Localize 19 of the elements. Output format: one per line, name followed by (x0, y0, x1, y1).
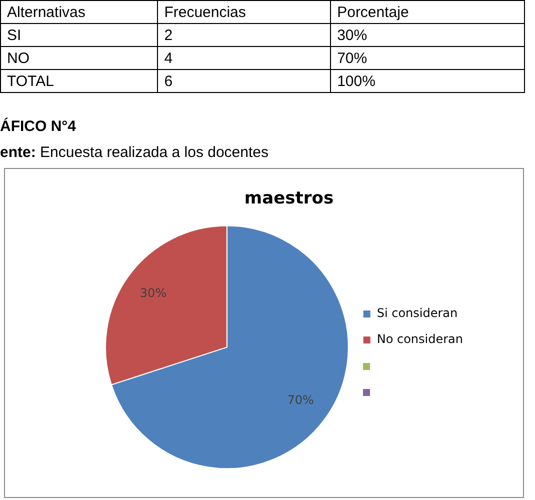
data-label: 70% (287, 392, 314, 407)
text: 6 (158, 70, 331, 92)
text: Porcentaje (330, 0, 524, 24)
data-label: 30% (140, 286, 167, 300)
legend-label: No consideran (376, 332, 463, 346)
text: 30% (330, 24, 524, 46)
legend-label: Si consideran (376, 306, 458, 320)
text: 100% (330, 70, 524, 92)
text: 4 (158, 46, 331, 70)
text: Alternativas (0, 0, 158, 24)
text: ente: Encuesta realizada a los docentes (0, 144, 268, 161)
text: ÁFICO N°4 (0, 118, 76, 135)
text: SI (0, 24, 158, 46)
text: TOTAL (0, 70, 158, 92)
text: 70% (330, 46, 524, 70)
text: Frecuencias (158, 0, 331, 24)
text: 2 (158, 24, 331, 46)
chart-title: maestros (244, 188, 334, 209)
text: NO (0, 46, 158, 70)
